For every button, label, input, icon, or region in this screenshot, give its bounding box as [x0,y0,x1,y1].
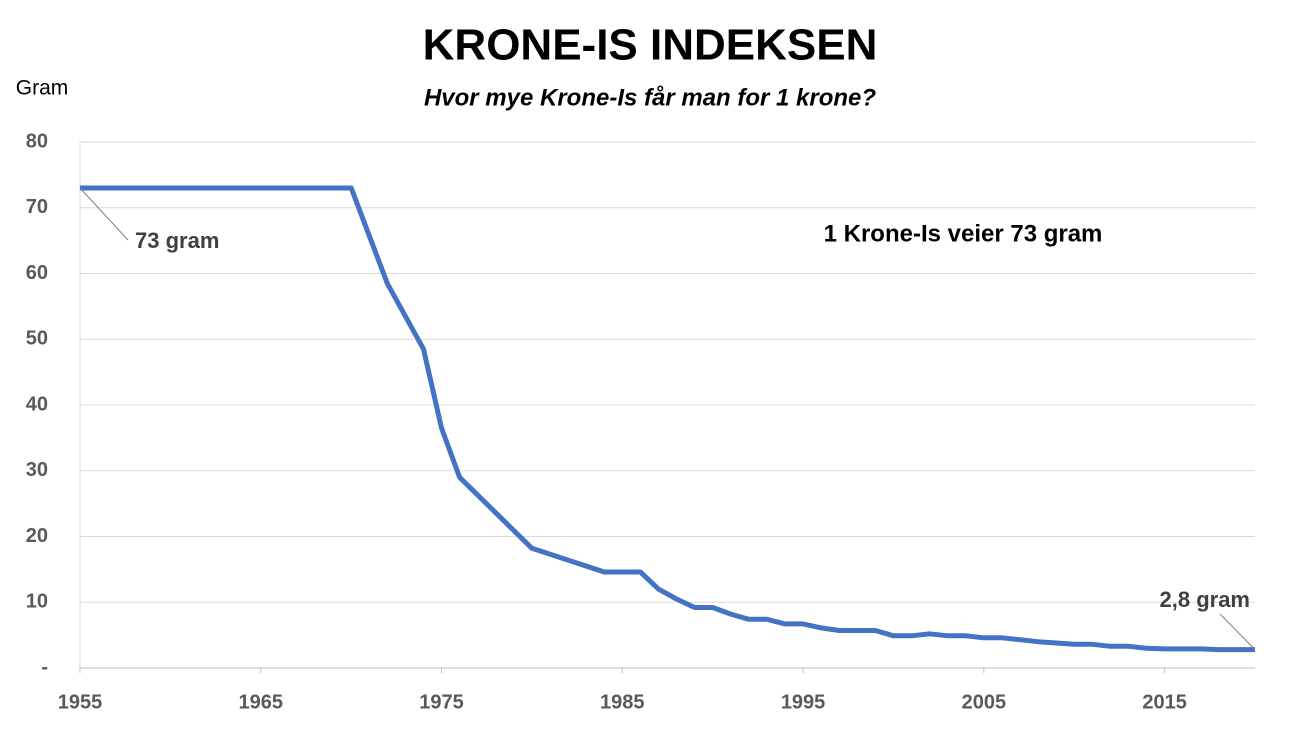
y-tick-label: 60 [26,262,48,284]
y-tick-label: 80 [26,130,48,152]
y-tick-label: 10 [26,591,48,613]
annotation: 1 Krone-Is veier 73 gram [824,220,1103,247]
annotation: 2,8 gram [1160,587,1251,612]
y-axis-label: Gram [16,77,69,100]
annotation-leader [1219,613,1256,650]
y-tick-label: 70 [26,196,48,218]
x-tick-label: 1995 [781,691,826,713]
data-line [80,185,1255,653]
y-tick-label: 30 [26,459,48,481]
annotation: 73 gram [135,228,219,253]
x-tick-label: 2015 [1142,691,1187,713]
y-tick-label: - [41,656,48,678]
x-tick-label: 1965 [239,691,284,713]
y-tick-label: 50 [26,328,48,350]
annotation-leader [79,187,129,241]
x-tick-label: 1955 [58,691,103,713]
y-tick-label: 20 [26,525,48,547]
x-tick-label: 1985 [600,691,645,713]
x-tick-label: 1975 [419,691,464,713]
chart-title: KRONE-IS INDEKSEN [423,21,878,70]
x-tick-label: 2005 [962,691,1007,713]
chart-subtitle: Hvor mye Krone-Is får man for 1 krone? [424,84,876,111]
y-tick-label: 40 [26,393,48,415]
